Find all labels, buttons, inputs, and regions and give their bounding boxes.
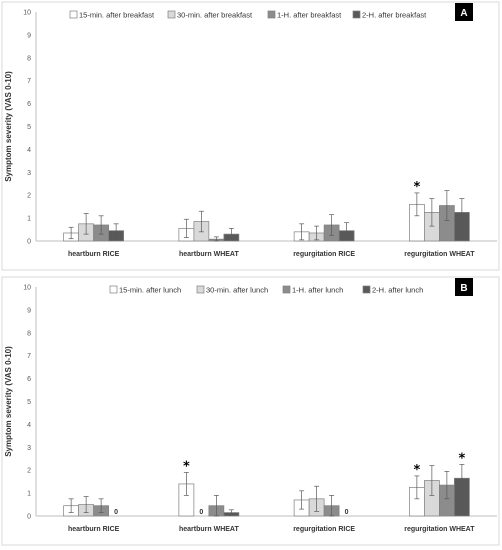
chart0-y-tick-label: 3 [27,170,31,177]
chart1-legend-label: 2-H. after lunch [372,286,423,295]
chart0-legend-label: 15-min. after breakfast [79,11,155,20]
chart1-legend-swatch [362,285,371,294]
chart0-legend-swatch [69,10,78,19]
chart1-y-tick-label: 2 [27,468,31,475]
chart1-y-tick-label: 10 [23,285,31,292]
chart0-y-tick-label: 8 [27,55,31,62]
chart1-y-tick-label: 8 [27,330,31,337]
chart1-x-tick-label: heartburn WHEAT [179,526,239,533]
chart1-significance-marker: * [458,451,465,466]
chart1-y-tick-label: 5 [27,399,31,406]
chart0-y-tick-label: 9 [27,32,31,39]
chart0-x-tick-label: heartburn RICE [68,251,120,258]
chart0-y-tick-label: 5 [27,124,31,131]
chart1-y-tick-label: 3 [27,445,31,452]
chart1-zero-label: 0 [199,509,203,516]
chart0-legend-swatch [352,10,361,19]
chart0-legend-label: 2-H. after breakfast [362,11,427,20]
chart1-y-tick-label: 7 [27,353,31,360]
chart1-panel-label: B [460,283,467,294]
chart0-y-tick-label: 7 [27,78,31,85]
chart1-y-tick-label: 9 [27,307,31,314]
chart0-y-axis-title: Symptom severity (VAS 0-10) [4,71,13,182]
chart1-significance-marker: * [413,463,420,478]
chart0-y-tick-label: 1 [27,216,31,223]
chart0-legend-swatch [267,10,276,19]
chart1-frame [1,276,500,546]
chart0-y-tick-label: 2 [27,193,31,200]
chart1-y-axis-title: Symptom severity (VAS 0-10) [4,346,13,457]
chart1-legend-swatch [196,285,205,294]
chart-b: 0 1 2 3 4 5 6 7 8 9 10 Symptom severity (VAS 0-10) B… [1,276,500,546]
chart1-legend-label: 15-min. after lunch [119,286,181,295]
chart1-x-tick-label: regurgitation WHEAT [404,526,475,533]
chart-a: 0 1 2 3 4 5 6 7 8 9 10 Symptom severity (VAS 0-10) A… [1,1,500,271]
chart1-y-tick-label: 6 [27,376,31,383]
chart1-y-tick-label: 0 [27,514,31,521]
chart0-legend-label: 1-H. after breakfast [277,11,342,20]
chart1-y-tick-label: 4 [27,422,31,429]
chart0-x-tick-label: heartburn WHEAT [179,251,239,258]
chart1-significance-marker: * [183,459,190,474]
chart1-y-tick-label: 1 [27,491,31,498]
chart1-legend-swatch [109,285,118,294]
chart0-y-tick-label: 0 [27,239,31,246]
chart1-zero-label: 0 [114,509,118,516]
chart1-legend-label: 30-min. after lunch [206,286,268,295]
chart0-y-tick-label: 6 [27,101,31,108]
chart0-y-tick-label: 4 [27,147,31,154]
chart0-legend-label: 30-min. after breakfast [177,11,253,20]
chart1-x-tick-label: heartburn RICE [68,526,120,533]
chart0-panel-label: A [460,8,467,19]
chart0-x-tick-label: regurgitation WHEAT [404,251,475,258]
chart1-legend-label: 1-H. after lunch [292,286,343,295]
chart1-zero-label: 0 [345,509,349,516]
chart1-panel-badge [455,278,473,296]
chart0-x-tick-label: regurgitation RICE [293,251,355,258]
chart1-legend-swatch [282,285,291,294]
chart0-panel-badge [455,3,473,21]
chart0-y-tick-label: 10 [23,10,31,17]
chart0-legend-swatch [167,10,176,19]
chart1-x-tick-label: regurgitation RICE [293,526,355,533]
chart0-frame [1,1,500,271]
chart0-significance-marker: * [413,180,420,195]
